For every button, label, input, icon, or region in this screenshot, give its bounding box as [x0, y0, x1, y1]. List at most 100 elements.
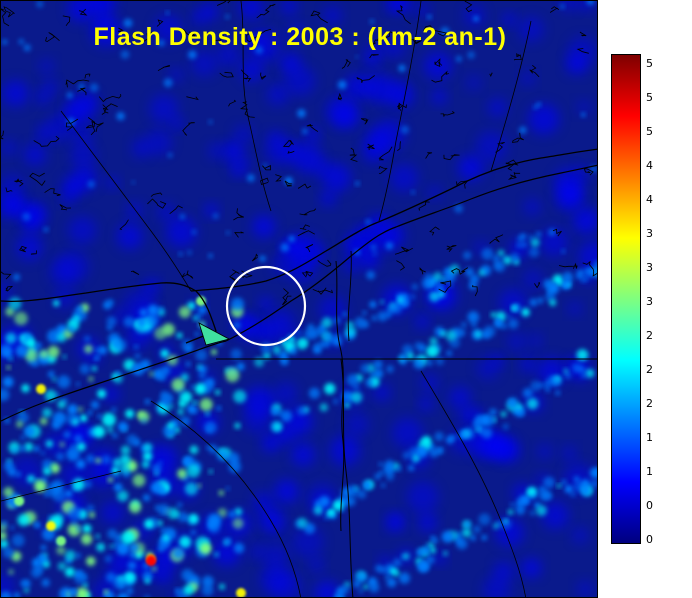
density-haze: [539, 228, 569, 257]
density-band-cell: [301, 339, 308, 346]
density-cell: [1, 531, 7, 540]
density-cell: [134, 344, 139, 350]
density-haze: [149, 94, 179, 124]
density-cell: [18, 444, 26, 453]
density-cell: [133, 439, 141, 447]
density-cell: [117, 592, 130, 597]
density-haze: [281, 1, 297, 15]
density-cell: [163, 534, 170, 542]
density-cell: [84, 480, 92, 488]
density-hotspot: [146, 556, 156, 566]
lake-outline: [1, 8, 10, 27]
density-cell: [57, 400, 66, 409]
density-cell: [284, 177, 293, 185]
density-band-cell: [465, 267, 474, 277]
density-cell: [67, 404, 78, 415]
density-cell: [75, 570, 84, 579]
lake-outline: [256, 5, 271, 19]
density-haze: [239, 1, 264, 20]
lake-outline: [233, 208, 244, 221]
density-cell: [167, 507, 179, 519]
density-cell: [154, 504, 161, 511]
density-cell: [197, 305, 207, 315]
density-band-cell: [545, 387, 551, 393]
density-haze: [243, 406, 272, 434]
density-band-cell: [429, 547, 436, 554]
density-haze: [578, 240, 597, 272]
density-cell: [191, 229, 197, 235]
density-cell: [129, 543, 139, 553]
density-cell: [226, 230, 230, 235]
density-cell: [370, 244, 377, 250]
density-cell: [185, 345, 193, 352]
density-cell: [120, 50, 130, 59]
density-band-cell: [435, 356, 445, 366]
lake-outline: [59, 204, 72, 211]
density-band-cell: [507, 397, 519, 409]
density-cell: [77, 406, 84, 412]
density-cell: [17, 514, 30, 526]
density-band-cell: [528, 247, 540, 258]
density-band-cell: [402, 451, 411, 460]
density-cell: [161, 365, 171, 375]
density-haze: [36, 90, 51, 105]
lake-outline: [425, 152, 433, 159]
density-band-cell: [362, 310, 367, 315]
density-cell: [234, 508, 243, 516]
density-haze: [287, 23, 306, 41]
density-band-cell: [481, 427, 493, 439]
density-cell: [43, 467, 52, 476]
density-band-cell: [424, 543, 430, 549]
colorbar-tick-label: 5: [646, 91, 653, 104]
density-band-cell: [378, 462, 384, 467]
lake-outline: [65, 118, 79, 131]
density-haze: [274, 382, 298, 405]
density-cell: [560, 4, 565, 9]
density-cell: [15, 471, 21, 477]
density-band-cell: [489, 408, 497, 417]
density-cell: [8, 297, 22, 310]
density-cell: [189, 445, 199, 455]
density-cell: [1, 388, 10, 402]
density-cell: [89, 83, 99, 92]
density-cell: [107, 477, 113, 483]
density-cell: [217, 508, 228, 518]
density-haze: [250, 543, 266, 560]
density-haze: [576, 100, 591, 115]
density-cell: [146, 313, 159, 326]
lake-outline: [228, 99, 237, 107]
density-cell: [214, 552, 219, 557]
density-band-cell: [584, 275, 590, 281]
lake-outline: [489, 72, 493, 77]
density-cell: [74, 434, 83, 443]
lake-outline: [30, 250, 37, 255]
lake-inlet-bright: [198, 322, 231, 346]
lake-outline: [284, 180, 293, 187]
density-band-cell: [545, 291, 556, 302]
density-cell: [152, 463, 162, 473]
density-cell: [211, 349, 217, 355]
density-cell: [337, 80, 347, 90]
river-valley-2: [347, 250, 352, 342]
density-haze: [38, 58, 55, 75]
density-band-cell: [497, 249, 505, 257]
lake-outline: [104, 103, 118, 114]
lake-outline: [269, 3, 276, 7]
density-cell: [86, 504, 95, 513]
density-band-cell: [440, 330, 446, 336]
density-cell: [144, 578, 151, 584]
geographic-boundaries: [1, 1, 597, 597]
lake-outline: [1, 130, 4, 140]
density-cell: [288, 235, 295, 242]
density-cell: [59, 441, 65, 448]
density-cell: [42, 560, 50, 568]
density-band-cell: [585, 368, 595, 378]
density-cell: [548, 228, 556, 237]
density-band-cell: [593, 261, 597, 268]
lake-outline: [157, 64, 170, 72]
density-haze: [565, 52, 588, 75]
density-cell: [160, 349, 169, 358]
lake-outline: [119, 219, 129, 230]
density-band-cell: [481, 248, 494, 260]
colorbar-tick-label: 3: [646, 261, 653, 274]
